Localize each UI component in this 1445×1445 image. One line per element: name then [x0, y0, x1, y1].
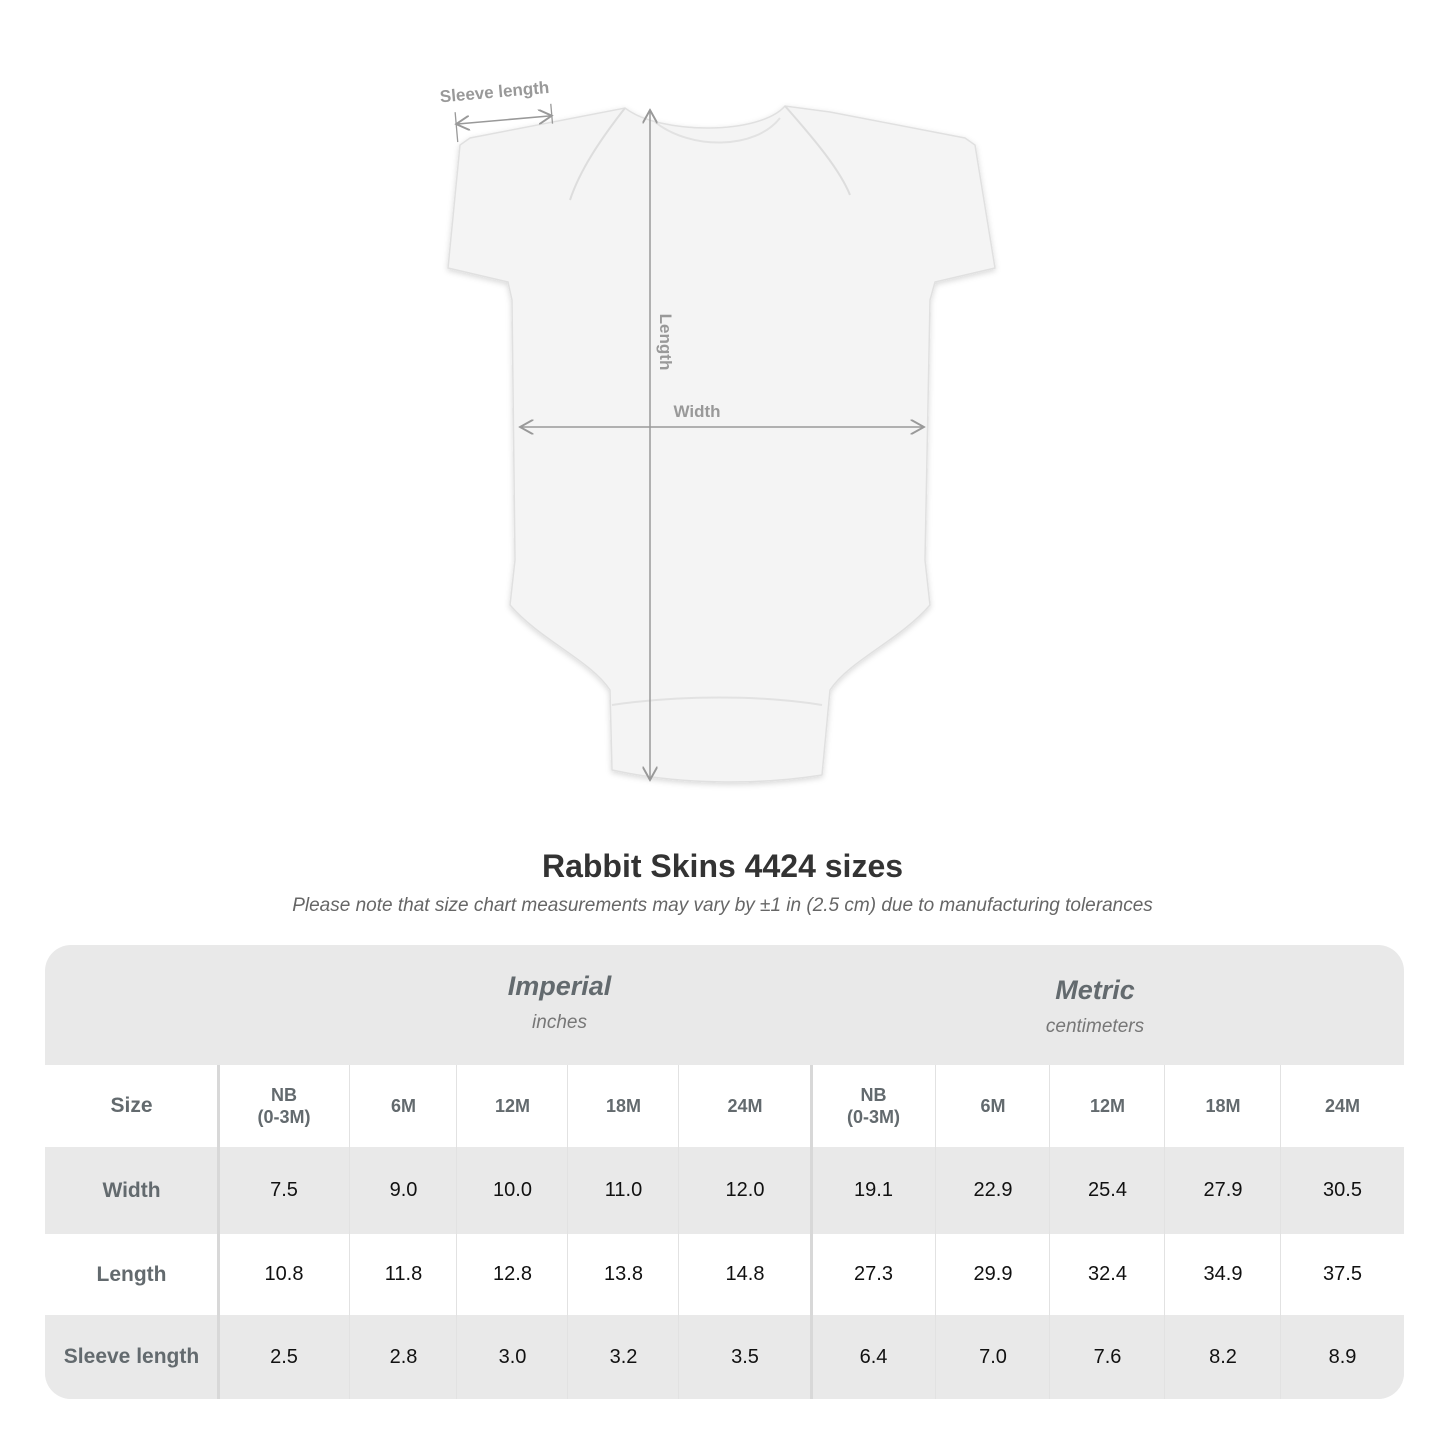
onesie-diagram: Sleeve length Length Width	[439, 78, 996, 783]
table-cell: 7.6	[1093, 1345, 1122, 1368]
group-name: Imperial	[507, 971, 612, 1001]
group-imperial: Imperial inches	[263, 971, 856, 1034]
table-cell: 25.4	[1088, 1179, 1127, 1201]
table-cell: 2.5	[270, 1345, 298, 1368]
table-cell: 8.9	[1328, 1345, 1357, 1368]
table-cell: 6.4	[859, 1345, 888, 1368]
size-column-header: 12M	[494, 1096, 530, 1116]
table-cell: 10.8	[264, 1263, 304, 1285]
table-row	[45, 1234, 1404, 1315]
column-divider	[456, 1065, 457, 1399]
group-metric: Metric centimeters	[856, 975, 1334, 1038]
group-name: Metric	[1055, 975, 1135, 1005]
onesie-shape	[447, 105, 996, 783]
column-divider	[349, 1065, 350, 1399]
sleeve-length-label: Sleeve length	[439, 78, 550, 106]
length-label: Length	[656, 314, 675, 371]
table-cell: 11.8	[384, 1263, 423, 1285]
column-divider	[678, 1065, 679, 1399]
size-column-header: 18M	[605, 1096, 641, 1116]
sleeve-measure-tick	[550, 103, 554, 124]
row-label: Width	[102, 1178, 161, 1202]
neckline	[654, 117, 781, 144]
table-cell: 14.8	[725, 1263, 765, 1285]
column-divider	[1049, 1065, 1050, 1399]
table-cell: 7.5	[270, 1179, 298, 1201]
size-table: Imperial inches Metric centimeters Size N…	[45, 945, 1404, 1399]
table-cell: 9.0	[389, 1179, 418, 1201]
table-cell: 3.2	[609, 1345, 638, 1368]
table-cell: 10.0	[493, 1179, 532, 1201]
table-cell: 7.0	[979, 1345, 1007, 1368]
size-column-header: NB (0-3M)	[847, 1085, 900, 1127]
column-divider	[810, 1065, 813, 1399]
table-cell: 34.9	[1203, 1263, 1243, 1285]
right-sleeve-seam	[784, 105, 851, 196]
size-column-header: 6M	[390, 1096, 416, 1116]
size-column-header: 18M	[1205, 1096, 1241, 1116]
row-label: Sleeve length	[63, 1345, 200, 1368]
table-cell: 3.5	[731, 1345, 759, 1368]
table-cell: 13.8	[604, 1263, 643, 1285]
table-cell: 29.9	[973, 1263, 1013, 1285]
column-divider	[217, 1065, 220, 1399]
size-header: Size	[110, 1094, 153, 1117]
width-label: Width	[673, 402, 720, 421]
table-cell: 8.2	[1209, 1345, 1237, 1368]
sleeve-measure-line	[456, 116, 552, 124]
size-column-header: NB (0-3M)	[257, 1085, 311, 1127]
column-divider	[1164, 1065, 1165, 1399]
left-sleeve-seam	[569, 107, 626, 201]
column-divider	[935, 1065, 936, 1399]
tolerance-note: Please note that size chart measurements…	[292, 895, 1153, 916]
sleeve-measure-tick	[454, 112, 459, 143]
table-cell: 37.5	[1323, 1263, 1362, 1285]
table-row	[45, 1147, 1404, 1234]
table-cell: 22.9	[973, 1179, 1013, 1201]
group-unit: inches	[532, 1012, 587, 1033]
group-unit: centimeters	[1045, 1016, 1145, 1037]
table-cell: 11.0	[604, 1179, 643, 1201]
table-cell: 2.8	[389, 1345, 418, 1368]
size-column-header: 24M	[727, 1096, 763, 1116]
size-column-header: 24M	[1324, 1096, 1360, 1116]
table-cell: 12.0	[725, 1179, 765, 1201]
table-row	[45, 1065, 1404, 1147]
table-cell: 32.4	[1088, 1263, 1127, 1285]
size-column-header: 6M	[980, 1096, 1006, 1116]
table-cell: 12.8	[493, 1263, 532, 1285]
column-divider	[1280, 1065, 1281, 1399]
table-cell: 27.3	[854, 1263, 893, 1285]
page-title: Rabbit Skins 4424 sizes	[541, 848, 904, 884]
table-cell: 27.9	[1203, 1179, 1243, 1201]
table-row	[45, 1315, 1404, 1399]
table-cell: 3.0	[498, 1345, 527, 1368]
table-cell: 19.1	[854, 1179, 893, 1201]
size-column-header: 12M	[1089, 1096, 1125, 1116]
snap-flap-seam	[611, 696, 823, 706]
table-cell: 30.5	[1323, 1179, 1362, 1201]
row-label: Length	[96, 1262, 167, 1286]
column-divider	[567, 1065, 568, 1399]
